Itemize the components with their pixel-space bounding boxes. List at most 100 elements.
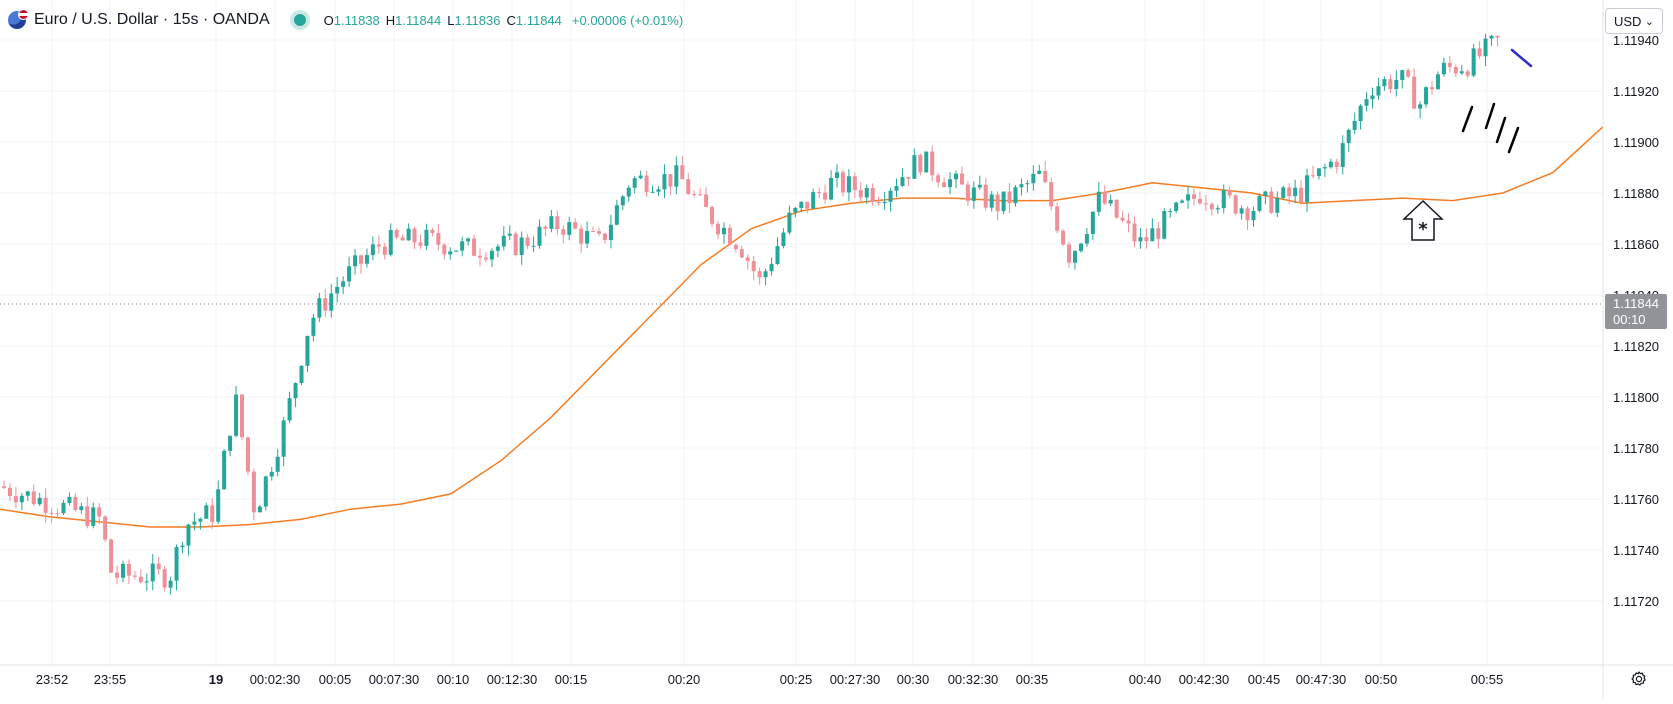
time-tick-label: 00:25 [780,672,813,687]
candle [1257,193,1262,213]
candle [519,231,524,265]
candle [382,242,387,260]
candle [1400,69,1405,89]
candle [168,576,173,595]
candle [1007,183,1012,214]
time-tick-label: 23:55 [94,672,127,687]
symbol-title[interactable]: Euro / U.S. Dollar · 15s · OANDA [34,11,270,28]
candle [1263,190,1268,205]
price-tick-label: 1.11780 [1613,441,1659,456]
candle [275,449,280,477]
candle [537,219,542,249]
time-scale[interactable]: 23:52 23:55 19 00:02:30 00:05 00:07:30 00:10 00… [36,672,1504,687]
ohlc-values: O1.11838 H1.11844 L1.11836 C1.11844 +0.0… [324,13,684,28]
candle [1376,77,1381,100]
drawn-slash-mark[interactable] [1507,126,1520,154]
candle [293,382,298,408]
candle [376,235,381,254]
countdown-label: 00:10 [1613,312,1646,327]
candle [91,502,96,529]
candle [1430,80,1434,95]
candle [858,181,863,204]
drawn-slash-mark[interactable] [1461,105,1474,133]
currency-selector[interactable]: USD ⌄ [1605,8,1663,34]
candle [424,223,429,250]
low-value: 1.11836 [454,12,501,28]
arrow-up-marker-icon[interactable]: * [1402,199,1444,241]
candle [1293,179,1298,204]
candle [210,498,215,529]
candle [525,233,530,250]
candle [870,183,875,206]
candle [1150,218,1155,242]
candle [85,496,90,529]
candle [852,172,857,199]
candle [698,188,703,196]
candle [650,185,655,194]
candle [245,436,250,476]
candle [1441,57,1446,77]
candle [1043,160,1048,184]
candle [198,517,203,530]
moving-average [0,126,1604,528]
candle [1192,188,1196,206]
candle [876,196,881,206]
candle [888,188,893,212]
candle [1162,208,1167,240]
candle [1459,64,1464,75]
candle [1412,68,1417,109]
chart-settings-button[interactable] [1630,670,1648,688]
candle [686,172,691,195]
candle [97,503,102,525]
candle [989,190,994,212]
candle [240,394,244,441]
svg-text:*: * [1418,219,1428,240]
candle [1096,182,1101,216]
candle [1358,103,1363,130]
candle [317,292,322,323]
candle [614,199,619,226]
candle [495,244,500,258]
candle [1037,164,1042,175]
candle [460,236,465,257]
candle [793,206,798,218]
time-tick-label: 00:20 [668,672,701,687]
candle [1025,180,1030,193]
candle [680,155,685,180]
low-label: L [447,12,455,28]
candle [466,237,471,246]
candle [442,243,447,260]
candle [1328,158,1333,169]
candle [531,236,536,253]
time-tick-label: 00:05 [319,672,352,687]
candle [132,571,137,580]
candle [109,538,114,574]
candle [787,205,792,235]
drawn-trend-line[interactable] [1510,48,1533,68]
chevron-down-icon: ⌄ [1644,15,1654,28]
drawn-slash-mark[interactable] [1484,102,1496,130]
candle [959,166,964,185]
drawn-slash-mark[interactable] [1495,116,1507,144]
candle [567,216,572,241]
candle [73,493,78,512]
time-tick-label: 00:50 [1365,672,1398,687]
candle [234,385,239,438]
candle [1465,69,1470,79]
candle [817,187,822,199]
candle [995,191,1000,221]
candle [341,276,346,295]
price-tick-label: 1.11920 [1613,84,1659,99]
candle [674,156,679,195]
candle [1174,201,1179,214]
candle [1483,33,1488,67]
currency-label: USD [1614,13,1642,29]
candle [924,151,929,173]
candle [263,475,268,511]
candle [912,148,917,179]
candle [121,560,125,583]
candle [727,224,732,246]
candle [174,544,179,591]
